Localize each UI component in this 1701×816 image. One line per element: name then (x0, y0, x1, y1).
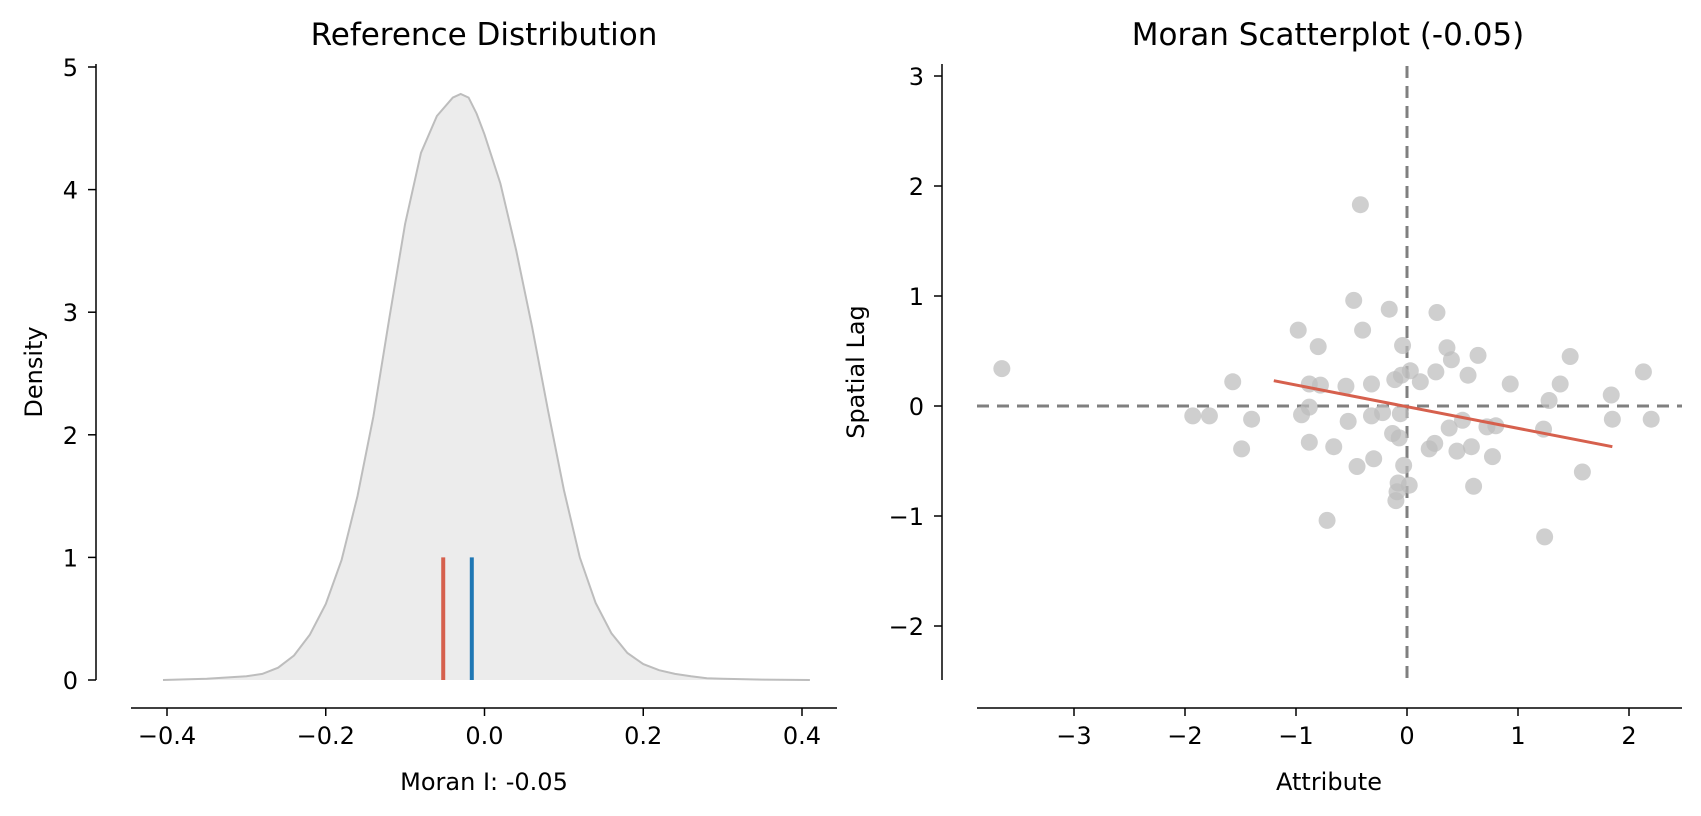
left-y-tick-label: 3 (63, 299, 78, 327)
scatter-point (1362, 375, 1380, 393)
scatter-point (1573, 463, 1591, 481)
left-x-tick-label: 0.4 (783, 722, 821, 750)
left-x-tick-label: 0.2 (624, 722, 662, 750)
right-y-tick-label: 2 (909, 173, 924, 201)
right-x-tick-label: 2 (1621, 722, 1636, 750)
scatter-point (1200, 407, 1218, 425)
scatter-point (1395, 456, 1413, 474)
scatter-point (1602, 386, 1620, 404)
right-x-tick-label: 0 (1399, 722, 1414, 750)
scatter-point (1391, 405, 1409, 423)
moran-scatterplot-title: Moran Scatterplot (-0.05) (1132, 17, 1524, 53)
scatter-point (1459, 366, 1477, 384)
scatter-point (1400, 476, 1418, 494)
left-y-tick-label: 5 (63, 54, 78, 82)
scatter-point (1462, 438, 1480, 456)
scatter-point (1325, 438, 1343, 456)
scatter-point (1487, 417, 1505, 435)
left-y-tick-label: 1 (63, 544, 78, 572)
scatter-point (1448, 442, 1466, 460)
scatter-point (1348, 458, 1366, 475)
left-y-axis-label: Density (20, 326, 48, 417)
left-y-tick-label: 0 (63, 667, 78, 695)
left-y-tick-label: 2 (63, 422, 78, 450)
scatter-point (1233, 440, 1251, 458)
scatter-point (1390, 429, 1408, 447)
right-x-tick-label: −3 (1056, 722, 1091, 750)
scatter-point (1465, 477, 1483, 495)
scatter-point (1454, 411, 1471, 429)
scatter-point (1300, 398, 1318, 416)
scatter-point (1184, 407, 1202, 425)
scatter-point (1401, 362, 1419, 380)
scatter-point (1483, 448, 1501, 466)
right-y-tick-label: 0 (909, 393, 924, 421)
scatter-point (1224, 373, 1242, 391)
scatter-point (1337, 377, 1355, 395)
scatter-point (1309, 338, 1327, 356)
scatter-point (1289, 321, 1307, 339)
scatter-point (1440, 419, 1458, 437)
moran-scatterplot-panel: Moran Scatterplot (-0.05) −3 −2 −1 0 1 2 −2 −1… (842, 17, 1682, 796)
right-x-axis-label: Attribute (1276, 768, 1382, 796)
reference-distribution-panel: Reference Distribution −0.4 −0.2 0.0 0.2 0.4… (20, 17, 837, 796)
scatter-point (1551, 375, 1569, 393)
scatter-point (1345, 291, 1363, 309)
left-x-tick-label: 0.0 (465, 722, 503, 750)
density-curve (162, 92, 810, 681)
scatter-point (1365, 450, 1383, 468)
scatter-point (1427, 363, 1445, 381)
right-x-tick-label: −1 (1278, 722, 1313, 750)
density-area (163, 94, 810, 680)
scatter-point (1394, 337, 1412, 354)
scatter-point (1642, 410, 1660, 428)
scatter-point (1603, 410, 1621, 428)
left-x-axis-label: Moran I: -0.05 (400, 768, 568, 796)
scatter-point (1501, 375, 1519, 393)
scatter-point (1442, 351, 1460, 369)
scatter-point (1243, 410, 1261, 428)
left-x-tick-label: −0.2 (297, 722, 355, 750)
right-y-tick-label: 3 (909, 63, 924, 91)
right-x-tick-label: −2 (1167, 722, 1202, 750)
scatter-point (1411, 373, 1429, 391)
scatter-point (1634, 363, 1652, 381)
right-y-tick-label: −1 (889, 503, 924, 531)
right-y-axis-label: Spatial Lag (842, 305, 870, 439)
scatter-point (1428, 304, 1446, 321)
scatter-point (1561, 348, 1579, 365)
scatter-point (1540, 392, 1558, 409)
left-y-tick-label: 4 (63, 177, 78, 205)
scatter-point (1300, 433, 1318, 451)
regression-fit-line (1273, 379, 1613, 449)
scatter-point (1339, 412, 1357, 430)
right-y-tick-label: 1 (909, 283, 924, 311)
scatter-point (1354, 321, 1372, 339)
scatter-point (1380, 300, 1398, 318)
scatter-point (1351, 196, 1369, 214)
scatter-point (993, 360, 1011, 378)
scatter-point (1536, 528, 1554, 546)
right-x-tick-label: 1 (1510, 722, 1525, 750)
scatter-point (1469, 346, 1487, 364)
scatter-point (1318, 511, 1336, 529)
scatter-point (1426, 434, 1444, 452)
right-y-tick-label: −2 (889, 613, 924, 641)
left-x-tick-label: −0.4 (138, 722, 196, 750)
reference-distribution-title: Reference Distribution (311, 17, 658, 53)
scatter-point (1374, 404, 1392, 422)
